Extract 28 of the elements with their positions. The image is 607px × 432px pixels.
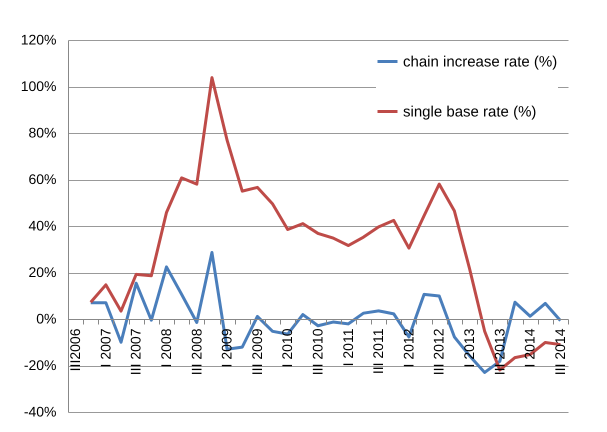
x-tick-label: I 2014 [522,328,538,368]
x-tick-label: III 2010 [310,328,326,376]
x-tick-label: I 2009 [218,328,235,368]
x-tick-label: I 2010 [279,328,296,368]
x-tick-label: III 2014 [552,328,568,376]
x-tick-label: I 2008 [158,328,174,368]
x-tick-label: I 2011 [340,328,356,366]
y-tick-label: 40% [28,218,56,234]
y-tick-label: 100% [20,78,56,94]
y-tick-label: 0% [36,310,56,326]
y-tick-label: 80% [28,124,56,140]
y-tick-label: -40% [24,404,56,420]
x-tick-label: I 2012 [400,328,416,368]
x-tick-label: I 2007 [97,328,114,368]
legend-label: single base rate (%) [403,104,536,120]
x-tick-label: III 2013 [491,328,508,376]
x-tick-label: III 2009 [248,328,265,376]
x-tick-label: III2006 [67,328,84,372]
y-tick-label: 20% [28,264,56,280]
x-tick-label: I 2013 [461,328,478,368]
legend-label: chain increase rate (%) [403,54,558,70]
y-tick-label: 120% [20,32,56,48]
x-tick-label: III 2012 [430,328,447,376]
x-tick-label: III 2007 [128,328,144,376]
y-tick-label: -20% [24,357,56,373]
x-tick-label: III 2008 [188,328,204,376]
x-tick-label: III 2011 [370,328,386,374]
y-tick-label: 60% [28,171,56,187]
